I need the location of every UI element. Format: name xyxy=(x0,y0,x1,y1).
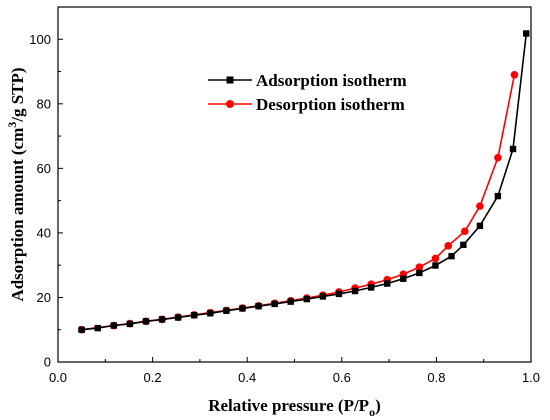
legend-desorption-marker xyxy=(226,100,234,108)
adsorption-point xyxy=(223,307,230,314)
adsorption-point xyxy=(303,295,310,303)
adsorption-point xyxy=(476,222,484,230)
y-tick-label: 40 xyxy=(37,225,51,240)
adsorption-point xyxy=(78,326,85,333)
desorption-point xyxy=(460,227,469,236)
desorption-point xyxy=(476,202,484,210)
y-axis-title: Adsorption amount (cm3/g STP) xyxy=(5,67,27,301)
adsorption-point xyxy=(335,290,343,298)
adsorption-point xyxy=(287,298,294,305)
desorption-point xyxy=(431,254,440,263)
adsorption-point xyxy=(94,324,101,332)
adsorption-point xyxy=(448,252,455,260)
desorption-point xyxy=(494,153,502,162)
adsorption-point xyxy=(271,300,278,308)
legend-adsorption-marker xyxy=(226,76,234,84)
adsorption-point xyxy=(384,280,391,287)
adsorption-point xyxy=(494,192,502,200)
x-tick-label: 0.6 xyxy=(333,370,351,385)
axis-layer: 0.0 0.2 0.4 0.6 0.8 1.0 0 20 40 60 80 100 xyxy=(29,32,540,385)
x-tick-label: 1.0 xyxy=(522,370,540,385)
series-layer xyxy=(77,30,530,334)
adsorption-point xyxy=(207,310,214,317)
x-tick-label: 0.4 xyxy=(238,370,256,385)
y-tick-label: 60 xyxy=(37,161,51,176)
y-tick-label: 0 xyxy=(44,355,51,370)
adsorption-point xyxy=(400,275,407,282)
x-tick-label: 0.8 xyxy=(427,370,445,385)
adsorption-point xyxy=(255,302,262,310)
x-axis-title: Relative pressure (P/Po) xyxy=(208,396,381,419)
y-tick-label: 20 xyxy=(37,290,51,305)
plot-frame xyxy=(57,6,532,363)
adsorption-point xyxy=(126,320,134,328)
adsorption-point xyxy=(416,269,423,277)
desorption-point xyxy=(510,70,519,79)
adsorption-point xyxy=(523,30,530,37)
legend-adsorption-label: Adsorption isotherm xyxy=(256,71,407,90)
adsorption-point xyxy=(319,293,327,300)
adsorption-point xyxy=(509,145,517,153)
x-tick-label: 0.2 xyxy=(144,370,162,385)
adsorption-point xyxy=(174,314,182,321)
adsorption-point xyxy=(142,318,150,325)
adsorption-point xyxy=(158,316,166,323)
adsorption-point xyxy=(367,284,375,291)
adsorption-point xyxy=(110,322,118,329)
adsorption-point xyxy=(351,287,359,295)
adsorption-point xyxy=(460,241,467,249)
y-tick-label: 100 xyxy=(29,32,51,47)
desorption-point xyxy=(444,242,453,250)
legend-desorption-label: Desorption isotherm xyxy=(256,95,405,114)
x-tick-label: 0.0 xyxy=(49,370,67,385)
y-tick-label: 80 xyxy=(37,96,51,111)
legend: Adsorption isotherm Desorption isotherm xyxy=(208,71,407,114)
adsorption-point xyxy=(432,262,439,269)
adsorption-point xyxy=(191,312,198,319)
desorption-point xyxy=(415,263,424,271)
adsorption-point xyxy=(239,305,246,312)
